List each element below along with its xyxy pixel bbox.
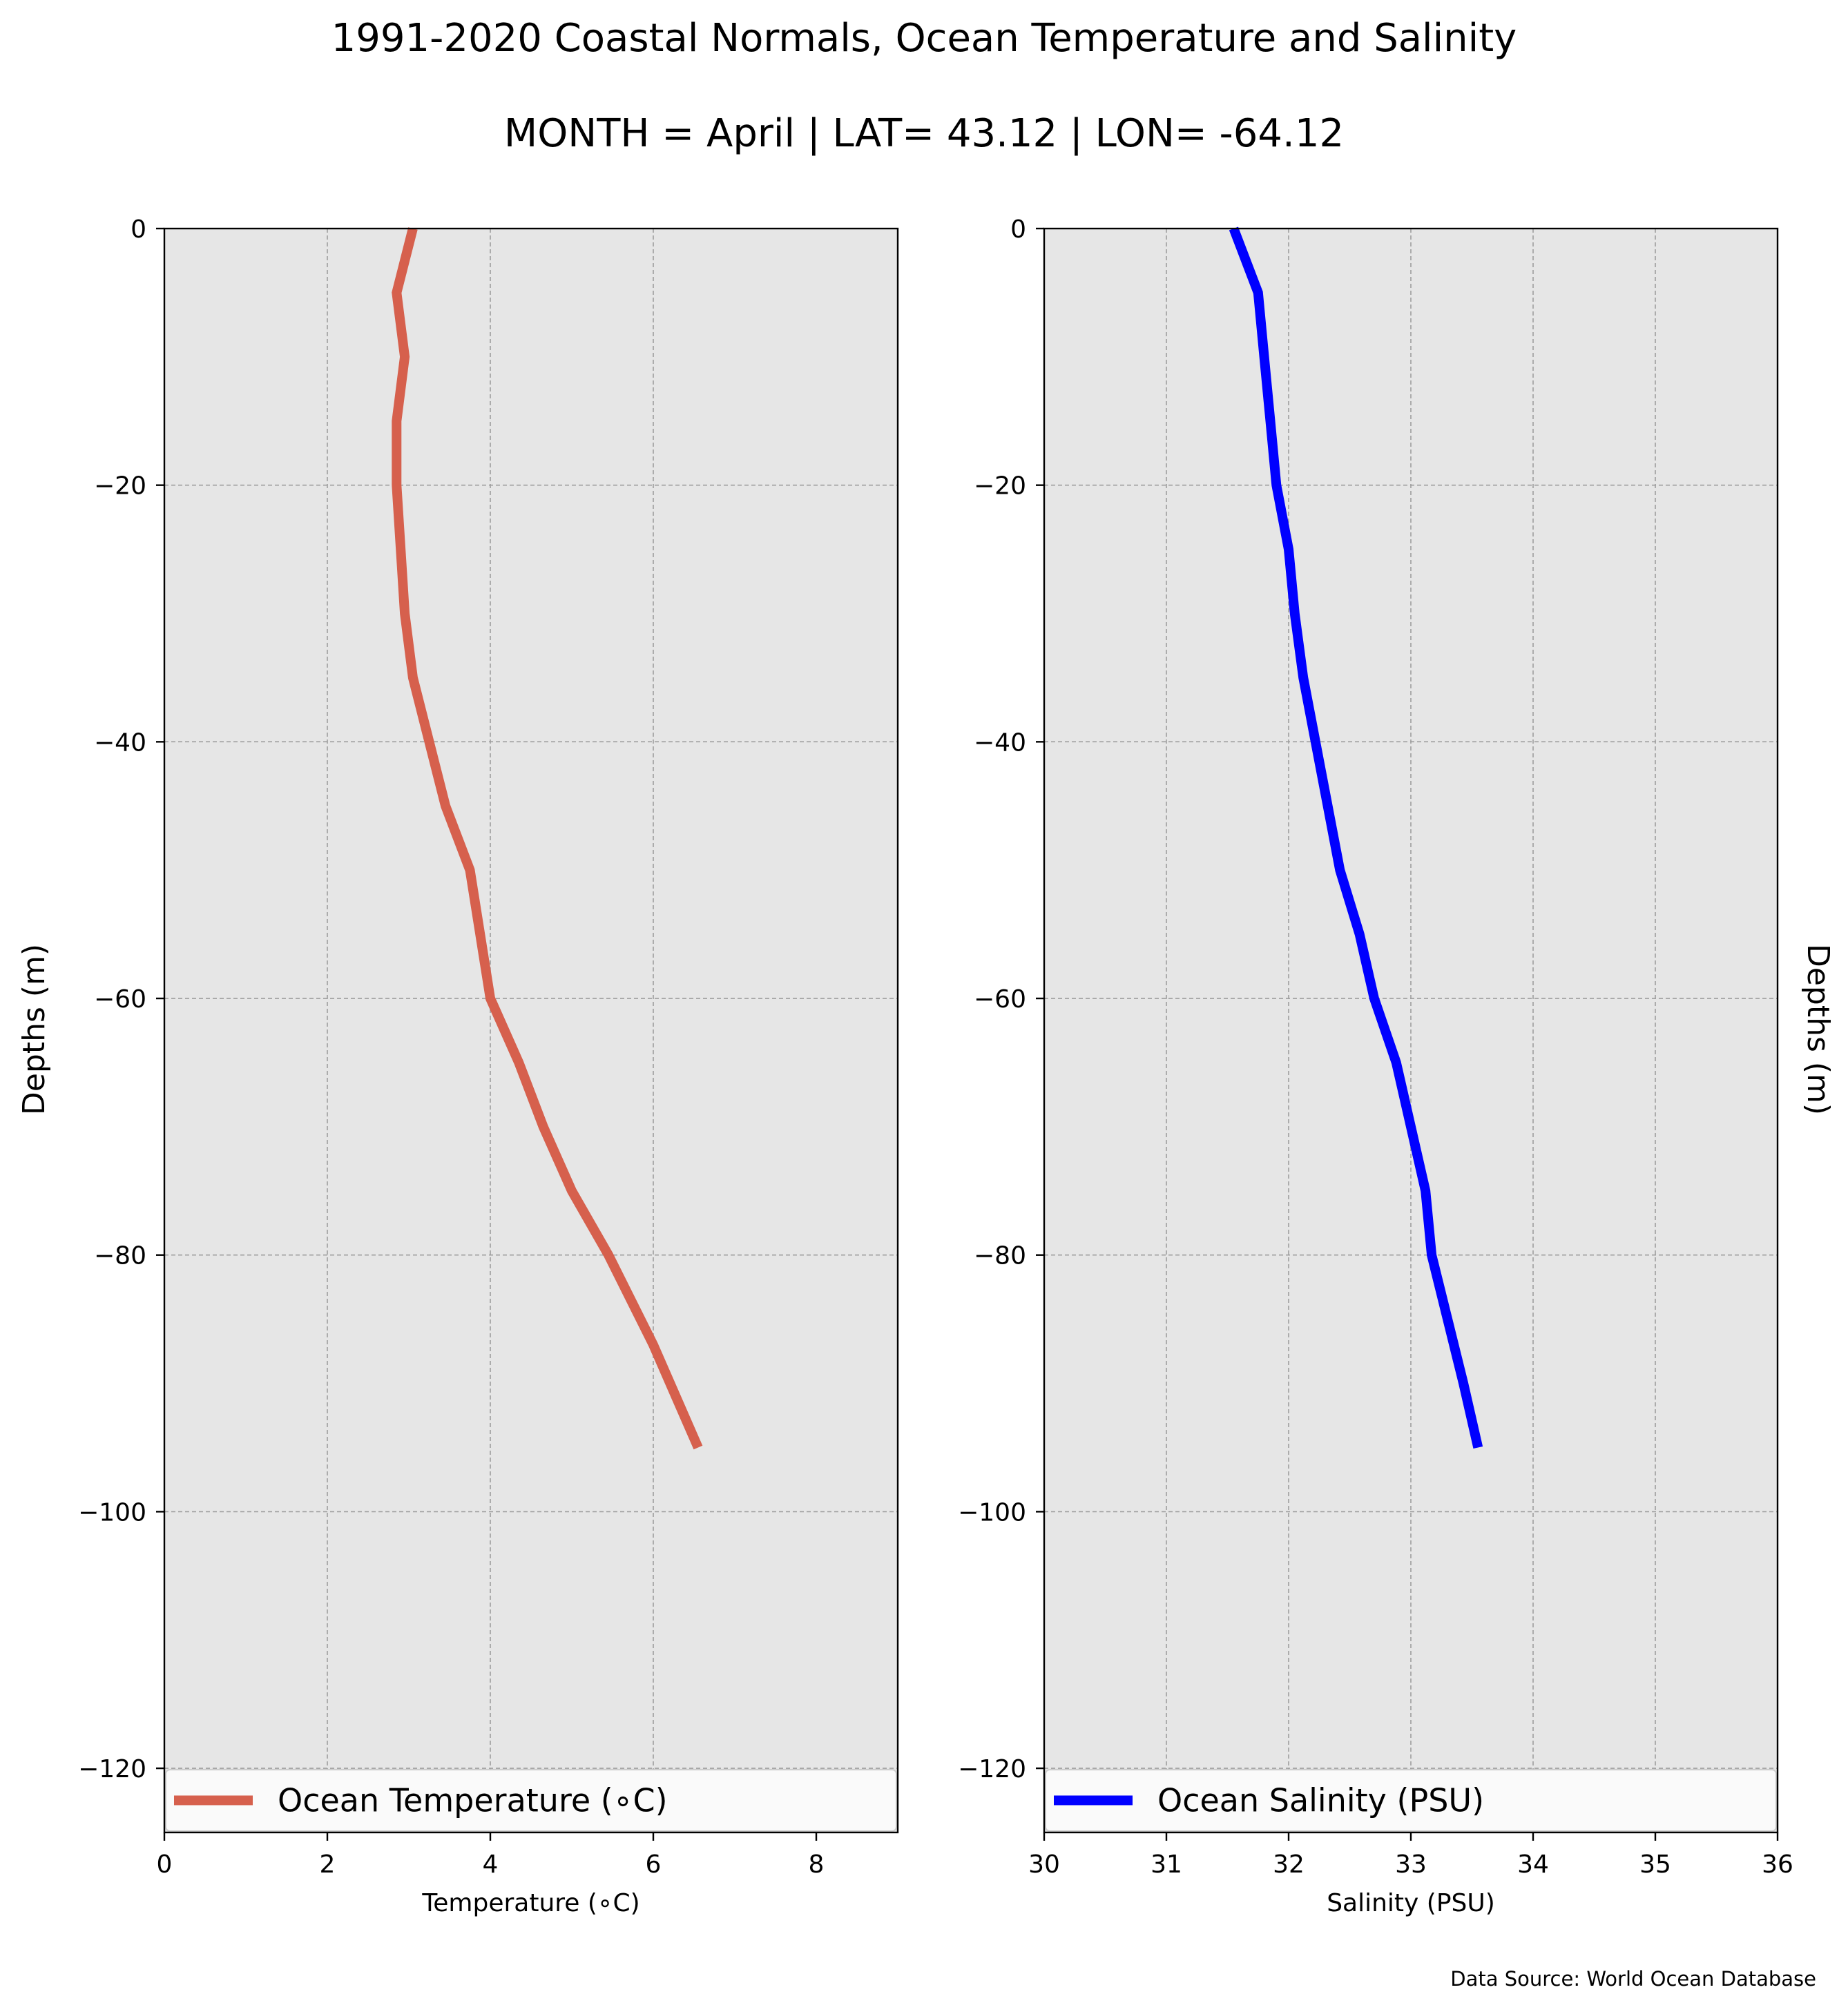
temperature-y-tick-label: −60 <box>94 985 146 1014</box>
salinity-y-tick-label: −100 <box>958 1498 1026 1527</box>
temperature-x-axis-label: Temperature (∘C) <box>421 1889 639 1917</box>
temperature-y-tick-label: −40 <box>94 728 146 757</box>
salinity-legend: Ocean Salinity (PSU) <box>1045 1769 1777 1832</box>
salinity-x-tick-label: 36 <box>1762 1850 1793 1879</box>
temperature-legend: Ocean Temperature (∘C) <box>165 1769 897 1832</box>
salinity-legend-label: Ocean Salinity (PSU) <box>1157 1782 1484 1819</box>
salinity-x-tick-label: 35 <box>1639 1850 1671 1879</box>
temperature-panel: Ocean Temperature (∘C) 0 2 4 6 8 0 −20 −40 −60 −80… <box>78 215 899 1917</box>
salinity-y-tick-label: −60 <box>974 985 1026 1014</box>
temperature-series-line <box>392 227 703 1450</box>
temperature-x-tick-label: 8 <box>809 1850 825 1879</box>
temperature-legend-box <box>165 1769 897 1832</box>
salinity-y-tick-label: −20 <box>974 472 1026 501</box>
temperature-x-tick-label: 0 <box>157 1850 173 1879</box>
salinity-y-tick-label: 0 <box>1010 215 1026 244</box>
left-y-axis-label: Depths (m) <box>17 944 52 1115</box>
temperature-axes-frame <box>163 227 899 1834</box>
temperature-legend-label: Ocean Temperature (∘C) <box>278 1782 668 1819</box>
data-source-note: Data Source: World Ocean Database <box>1450 1967 1816 1991</box>
salinity-y-tick-label: −80 <box>974 1242 1026 1270</box>
temperature-x-tick-label: 4 <box>483 1850 499 1879</box>
salinity-series-line <box>1229 226 1483 1449</box>
salinity-x-tick-label: 31 <box>1151 1850 1182 1879</box>
salinity-x-tick-label: 33 <box>1395 1850 1427 1879</box>
chart-title: 1991-2020 Coastal Normals, Ocean Tempera… <box>331 16 1517 61</box>
temperature-y-tick-label: −100 <box>78 1498 146 1527</box>
temperature-plot-area <box>164 229 898 1832</box>
salinity-y-tick-label: −40 <box>974 728 1026 757</box>
salinity-legend-box <box>1045 1769 1777 1832</box>
salinity-panel: Ocean Salinity (PSU) 30 31 32 33 34 35 36 0 −20 −4… <box>958 215 1793 1917</box>
temperature-y-tick-label: −20 <box>94 472 146 501</box>
salinity-x-tick-label: 34 <box>1517 1850 1549 1879</box>
temperature-y-tick-label: −120 <box>78 1755 146 1783</box>
temperature-y-tick-label: 0 <box>131 215 146 244</box>
temperature-y-tick-label: −80 <box>94 1242 146 1270</box>
temperature-x-tick-label: 6 <box>646 1850 662 1879</box>
salinity-x-axis-label: Salinity (PSU) <box>1327 1889 1495 1917</box>
salinity-x-tick-label: 32 <box>1273 1850 1305 1879</box>
salinity-y-tick-label: −120 <box>958 1755 1026 1783</box>
chart-subtitle: MONTH = April | LAT= 43.12 | LON= -64.12 <box>504 111 1344 156</box>
salinity-x-tick-label: 30 <box>1028 1850 1060 1879</box>
right-y-axis-label: Depths (m) <box>1800 944 1836 1115</box>
temperature-x-tick-label: 2 <box>320 1850 336 1879</box>
